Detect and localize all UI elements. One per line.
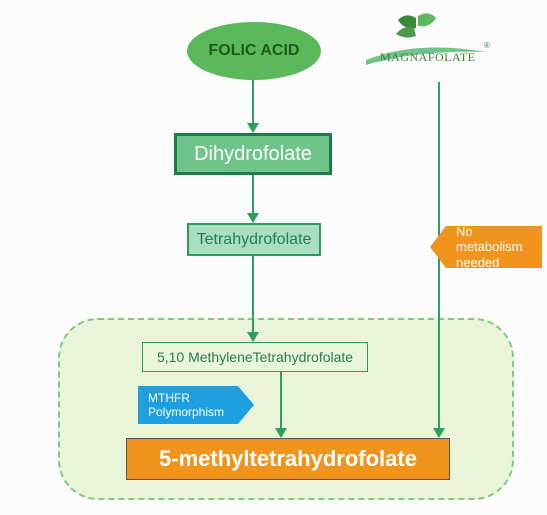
- no-metabolism-label: No metabolism needed: [456, 224, 532, 271]
- tetrahydrofolate-label: Tetrahydrofolate: [197, 231, 312, 249]
- magnafolate-logo: ® MAGNAFOLATE: [356, 10, 496, 85]
- methylene-label: 5,10 MethyleneTetrahydrofolate: [157, 349, 353, 365]
- arrow-1-head: [247, 123, 259, 133]
- node-dihydrofolate: Dihydrofolate: [174, 133, 332, 175]
- arrow-4-head: [275, 428, 287, 438]
- leaf-icon: ®: [356, 10, 496, 85]
- arrow-3-head: [247, 332, 259, 342]
- folic-acid-label: FOLIC ACID: [209, 42, 300, 60]
- magnafolate-label: MAGNAFOLATE: [380, 50, 476, 65]
- arrow-2-head: [247, 213, 259, 223]
- tag-mthfr-point: [238, 386, 254, 424]
- tag-no-metabolism-point: [430, 226, 446, 268]
- mthfr-label: MTHFR Polymorphism: [148, 391, 228, 420]
- arrow-5-head: [433, 428, 445, 438]
- node-methylene: 5,10 MethyleneTetrahydrofolate: [142, 342, 368, 372]
- arrow-2-line: [252, 175, 254, 215]
- tag-no-metabolism: No metabolism needed: [446, 226, 542, 268]
- arrow-3-line: [252, 256, 254, 334]
- node-final: 5-methyltetrahydrofolate: [126, 438, 450, 480]
- tag-mthfr: MTHFR Polymorphism: [138, 386, 238, 424]
- dihydrofolate-label: Dihydrofolate: [194, 143, 312, 166]
- node-folic-acid: FOLIC ACID: [187, 22, 321, 80]
- node-tetrahydrofolate: Tetrahydrofolate: [187, 223, 321, 256]
- svg-text:®: ®: [484, 41, 490, 50]
- arrow-4-line: [280, 372, 282, 430]
- arrow-1-line: [252, 78, 254, 125]
- final-label: 5-methyltetrahydrofolate: [159, 446, 417, 472]
